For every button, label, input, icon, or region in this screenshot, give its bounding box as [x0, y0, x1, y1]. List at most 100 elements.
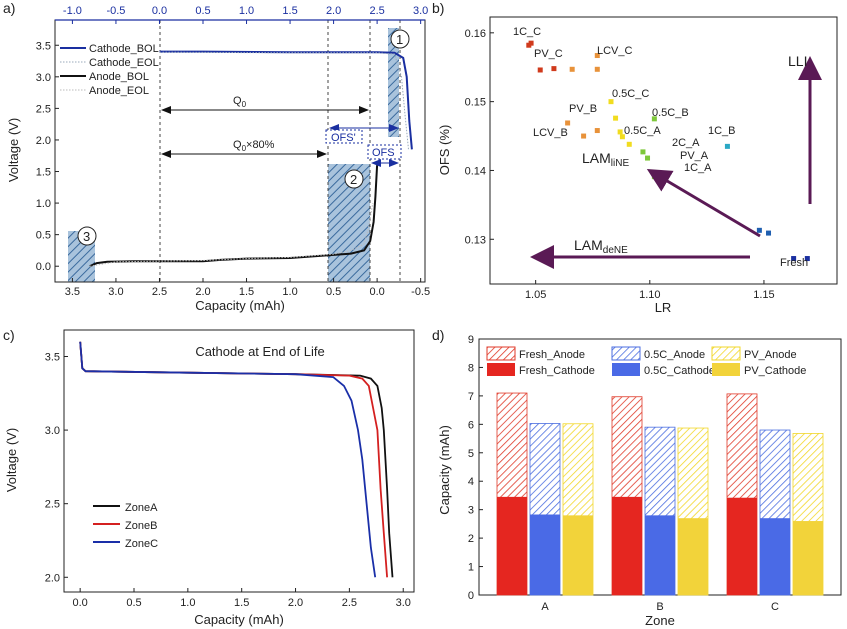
circle-3-marker: [77, 226, 97, 246]
a-ytick-label: 3.5: [36, 40, 51, 52]
a-xtick-label: 1.5: [239, 286, 254, 298]
b-data-point: [756, 227, 762, 233]
b-data-point: [594, 53, 600, 59]
c-xtick-label: 2.5: [342, 597, 357, 609]
b-data-point: [617, 129, 623, 135]
lam-dene-label: LAMdeNE: [574, 237, 628, 256]
legend-05c-anode: 0.5C_Anode: [644, 349, 705, 361]
a-xtick-label: 0.5: [326, 286, 341, 298]
point-label-0.5c-c: 0.5C_C: [612, 88, 649, 100]
c-xtick-label: 2.0: [288, 597, 303, 609]
b-data-point: [581, 133, 587, 139]
lli-label: LLI: [788, 53, 807, 69]
point-label-0.5c-a: 0.5C_A: [624, 125, 661, 137]
b-data-point: [645, 155, 651, 161]
b-data-point: [528, 40, 534, 46]
legend-anode-eol: Anode_EOL: [89, 85, 149, 97]
a-xtick-label: 3.5: [65, 286, 80, 298]
d-ytick-label: 4: [468, 476, 474, 488]
d-xtick-label: A: [541, 601, 549, 613]
panel-c-label: c): [3, 327, 15, 343]
circle-1-marker: [390, 29, 410, 49]
panel-c-ylabel: Voltage (V): [4, 428, 19, 492]
point-label-0.5c-b: 0.5C_B: [652, 107, 689, 119]
a-xtick-label: -0.5: [411, 286, 430, 298]
b-data-point: [551, 66, 557, 72]
legend-zone-a: ZoneA: [125, 502, 158, 514]
c-xtick-label: 0.5: [126, 597, 141, 609]
point-label-pv-b: PV_B: [569, 103, 597, 115]
point-label-2c-a: 2C_A: [672, 137, 700, 149]
legend-zone-b: ZoneB: [125, 520, 157, 532]
b-data-point: [613, 115, 619, 121]
a-ytick-label: 2.5: [36, 103, 51, 115]
b-data-point: [651, 116, 657, 122]
panel-b-plot: 1.05 1.10 1.15 0.13 0.14 0.15 0.16 LLI LAMliNE…: [465, 16, 838, 301]
b-data-point: [791, 256, 797, 262]
c-ytick-label: 3.0: [45, 425, 60, 437]
c-xtick-label: 3.0: [396, 597, 411, 609]
a-top-tick-label: 2.5: [369, 5, 384, 17]
panel-a-xlabel: Capacity (mAh): [195, 298, 285, 313]
d-ytick-label: 0: [468, 590, 474, 602]
panel-c-xlabel: Capacity (mAh): [194, 612, 284, 627]
a-xtick-label: 1.0: [282, 286, 297, 298]
panel-d-xlabel: Zone: [645, 613, 675, 628]
panel-c-legend: ZoneA ZoneB ZoneC: [93, 502, 158, 550]
b-xtick-label: 1.15: [753, 289, 774, 301]
a-series-anode-eol: [89, 203, 374, 267]
panel-a-ylabel: Voltage (V): [6, 118, 21, 182]
a-top-tick-label: 2.0: [326, 5, 341, 17]
d-bar-fresh-cathode: [727, 497, 757, 595]
panel-d-legend: Fresh_Anode Fresh_Cathode 0.5C_Anode 0.5…: [486, 346, 806, 377]
c-ytick-label: 3.5: [45, 351, 60, 363]
b-data-point: [626, 141, 632, 147]
a-ytick-label: 0.0: [36, 261, 51, 273]
point-label-1c-b: 1C_B: [708, 125, 736, 137]
d-bar-0.5c-cathode: [760, 518, 790, 595]
ofs-prime-label: OFS': [331, 132, 356, 144]
legend-pv-anode: PV_Anode: [744, 349, 797, 361]
d-xtick-label: C: [771, 601, 779, 613]
d-ytick-label: 6: [468, 419, 474, 431]
a-top-tick-label: 1.5: [282, 5, 297, 17]
c-ytick-label: 2.5: [45, 499, 60, 511]
d-bar-pv-cathode: [793, 521, 823, 595]
a-xtick-label: 2.5: [152, 286, 167, 298]
point-label-1c-a: 1C_A: [684, 162, 712, 174]
legend-cathode-eol: Cathode_EOL: [89, 57, 159, 69]
circle-1-text: 1: [396, 32, 403, 47]
c-xtick-label: 1.5: [234, 597, 249, 609]
a-ytick-label: 1.5: [36, 167, 51, 179]
c-xtick-label: 0.0: [73, 597, 88, 609]
b-data-point: [594, 128, 600, 134]
d-bar-pv-cathode: [563, 515, 593, 595]
ofs-label: OFS: [372, 147, 395, 159]
d-ytick-label: 2: [468, 533, 474, 545]
lam-line-arrow: [646, 168, 761, 238]
panel-b-ylabel: OFS (%): [437, 125, 452, 176]
d-bar-fresh-cathode: [612, 496, 642, 595]
a-ytick-label: 0.5: [36, 230, 51, 242]
d-xtick-label: B: [656, 601, 663, 613]
a-top-tick-label: -1.0: [63, 5, 82, 17]
region-1: [388, 28, 399, 137]
d-bar-0.5c-cathode: [530, 514, 560, 595]
c-series-zonec: [79, 341, 377, 578]
legend-zone-c: ZoneC: [125, 538, 158, 550]
circle-2-marker: [344, 169, 364, 189]
b-data-point: [537, 67, 543, 73]
b-ytick-label: 0.14: [465, 165, 486, 177]
lam-line-label: LAMliNE: [582, 150, 629, 169]
panel-c-title: Cathode at End of Life: [195, 344, 324, 359]
circle-2-text: 2: [350, 172, 357, 187]
d-ytick-label: 1: [468, 562, 474, 574]
b-ytick-label: 0.13: [465, 234, 486, 246]
panel-a-label: a): [3, 0, 15, 16]
legend-cathode-bol: Cathode_BOL: [89, 43, 159, 55]
d-ytick-label: 7: [468, 391, 474, 403]
q80-label: Q0×80%: [233, 139, 275, 153]
a-series-cathode-eol: [159, 51, 409, 150]
b-data-point: [766, 230, 772, 236]
